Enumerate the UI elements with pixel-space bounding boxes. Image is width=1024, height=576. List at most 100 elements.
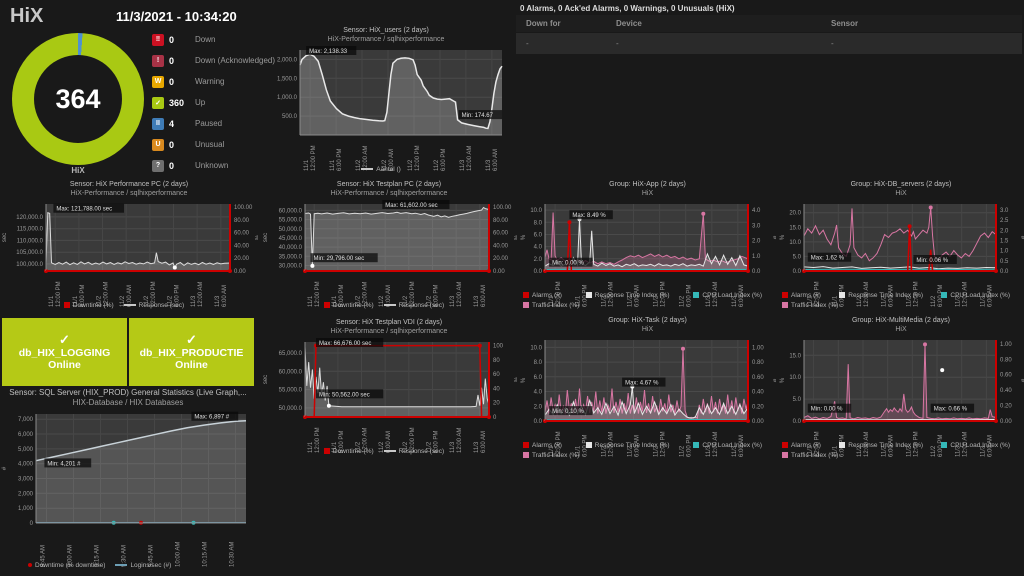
svg-text:9:30 AM: 9:30 AM bbox=[122, 545, 128, 567]
chart-testplan-pc-panel[interactable]: Sensor: HiX Testplan PC (2 days) HiX-Per… bbox=[261, 180, 518, 310]
legend-item: Aantal () bbox=[361, 166, 401, 173]
alarm-table-body: --- bbox=[516, 33, 1022, 54]
svg-text:100.00: 100.00 bbox=[493, 205, 512, 211]
chart-subtitle: HiX-Performance / sqlhixperformance bbox=[330, 328, 448, 335]
status-donut-chart[interactable]: 364 bbox=[12, 33, 144, 165]
chart-hix-app-panel[interactable]: Group: HiX-App (2 days) HiX 0.0 2.0 4.0 6.0… bbox=[519, 180, 777, 310]
db-name: db_HIX_PRODUCTIE bbox=[139, 347, 244, 359]
legend-row: Alarms (#) Response Time Index (%) CPU Loa… bbox=[782, 440, 1020, 450]
status-label: Warning bbox=[195, 77, 225, 86]
chart-hix-multimedia-panel[interactable]: Group: HiX-MultiMedia (2 days) HiX 0.0 5.… bbox=[778, 316, 1024, 460]
svg-text:6.0: 6.0 bbox=[534, 375, 543, 381]
svg-text:11/212:00 PM: 11/212:00 PM bbox=[906, 431, 919, 457]
legend-row: Alarms (#) Response Time Index (%) CPU Loa… bbox=[523, 440, 772, 450]
svg-text:3.0: 3.0 bbox=[752, 223, 761, 229]
svg-text:%: % bbox=[521, 234, 527, 240]
chart-hix-task-panel[interactable]: Group: HiX-Task (2 days) HiX 0.0 2.0 4.0 6.… bbox=[519, 316, 777, 460]
chart-performance-pc-panel[interactable]: Sensor: HiX Performance PC (2 days) HiX-… bbox=[0, 180, 259, 310]
svg-text:2.5: 2.5 bbox=[1000, 218, 1009, 224]
svg-text:80.00: 80.00 bbox=[234, 218, 250, 224]
chart-users-panel[interactable]: Sensor: HiX_users (2 days) HiX-Performan… bbox=[260, 26, 512, 174]
legend-swatch-icon bbox=[693, 292, 700, 298]
page-title: HiX bbox=[10, 5, 44, 27]
legend-label: Traffic Index (%) bbox=[791, 301, 839, 309]
chart-legend: Downtime (%) Response (sec) bbox=[0, 299, 258, 310]
table-row[interactable]: --- bbox=[516, 33, 1022, 54]
chart-plot: 100,000.0 105,000.0 110,000.0 115,000.0 120,… bbox=[0, 198, 259, 307]
svg-text:%: % bbox=[253, 235, 258, 241]
legend-row: Traffic Index (%) bbox=[782, 300, 1020, 310]
svg-text:11/16:00 PM: 11/16:00 PM bbox=[332, 431, 345, 453]
svg-text:120,000.0: 120,000.0 bbox=[16, 215, 43, 221]
chart-testplan-vdi-panel[interactable]: Sensor: HiX Testplan VDI (2 days) HiX-Pe… bbox=[261, 318, 518, 456]
svg-text:11/36:00 AM: 11/36:00 AM bbox=[732, 435, 745, 457]
svg-text:2.0: 2.0 bbox=[752, 239, 761, 245]
svg-text:1,000.0: 1,000.0 bbox=[277, 95, 298, 101]
svg-text:11/212:00 AM: 11/212:00 AM bbox=[356, 428, 369, 453]
svg-text:10.0: 10.0 bbox=[530, 208, 542, 214]
legend-swatch-icon bbox=[782, 292, 788, 298]
svg-text:11/212:00 AM: 11/212:00 AM bbox=[857, 432, 870, 457]
svg-text:2,000: 2,000 bbox=[18, 491, 34, 497]
svg-text:1,500.0: 1,500.0 bbox=[277, 76, 298, 82]
status-legend-item[interactable]: W 0 Warning bbox=[152, 71, 275, 92]
svg-text:11/26:00 PM: 11/26:00 PM bbox=[680, 285, 693, 307]
svg-text:60,000.0: 60,000.0 bbox=[279, 208, 303, 214]
chart-subtitle: HiX bbox=[895, 190, 907, 197]
svg-text:100.00: 100.00 bbox=[234, 205, 253, 211]
chart-hix-db-servers-panel[interactable]: Group: HiX-DB_servers (2 days) HiX 0.0 5.… bbox=[778, 180, 1024, 310]
legend-item: CPU Load Index (%) bbox=[693, 292, 762, 299]
legend-item: Response (sec) bbox=[383, 302, 444, 309]
svg-text:11/36:00 AM: 11/36:00 AM bbox=[474, 431, 487, 453]
chart-plot: 500.0 1,000.0 1,500.0 2,000.0 11/112:00 PM 11… bbox=[260, 44, 512, 171]
alarm-table-header: Down for Device Sensor bbox=[516, 15, 1022, 32]
check-icon: ✓ bbox=[186, 332, 197, 347]
legend-row: Alarms (#) Response Time Index (%) CPU Loa… bbox=[523, 290, 772, 300]
legend-swatch-icon bbox=[523, 442, 529, 448]
svg-text:8:45 AM: 8:45 AM bbox=[41, 545, 47, 567]
svg-text:11/212:00 PM: 11/212:00 PM bbox=[403, 427, 416, 453]
alarm-table-panel: 0 Alarms, 0 Ack'ed Alarms, 0 Warnings, 0… bbox=[516, 2, 1022, 60]
legend-item: Downtime (%) bbox=[323, 448, 374, 455]
status-legend-item[interactable]: II 4 Paused bbox=[152, 113, 275, 134]
legend-label: Alarms (#) bbox=[791, 291, 821, 299]
svg-text:0.20: 0.20 bbox=[752, 404, 764, 410]
svg-text:20: 20 bbox=[493, 401, 500, 407]
svg-text:11/16:00 PM: 11/16:00 PM bbox=[332, 285, 345, 307]
svg-text:9:15 AM: 9:15 AM bbox=[95, 545, 101, 567]
status-legend-item[interactable]: ? 0 Unknown bbox=[152, 155, 275, 176]
svg-text:0.00: 0.00 bbox=[234, 269, 246, 275]
svg-text:6.0: 6.0 bbox=[534, 233, 543, 239]
svg-text:10.0: 10.0 bbox=[789, 240, 801, 246]
svg-text:11/112:00 PM: 11/112:00 PM bbox=[49, 281, 62, 307]
svg-text:Max: 6,897 #: Max: 6,897 # bbox=[194, 415, 229, 421]
status-legend-item[interactable]: ! 0 Down (Acknowledged) bbox=[152, 50, 275, 71]
legend-line-icon bbox=[115, 564, 128, 566]
svg-text:11/16:00 PM: 11/16:00 PM bbox=[73, 285, 86, 307]
tile-db-hix-logging[interactable]: ✓ db_HIX_LOGGING Online bbox=[2, 318, 127, 386]
column-header: Sensor bbox=[831, 19, 859, 28]
svg-text:Min: 0.10 %: Min: 0.10 % bbox=[552, 409, 584, 415]
chart-sql-statistics-panel[interactable]: Sensor: SQL Server (HIX_PROD) General St… bbox=[0, 388, 256, 570]
tile-db-hix-productie[interactable]: ✓ db_HIX_PRODUCTIE Online bbox=[129, 318, 254, 386]
svg-text:Max: 121,788.00 sec: Max: 121,788.00 sec bbox=[56, 207, 112, 213]
status-legend-item[interactable]: U 0 Unusual bbox=[152, 134, 275, 155]
svg-text:Max: 66,676.00 sec: Max: 66,676.00 sec bbox=[319, 341, 371, 347]
svg-text:10.0: 10.0 bbox=[789, 375, 801, 381]
legend-label: Traffic Index (%) bbox=[532, 451, 580, 459]
chart-title: Sensor: SQL Server (HIX_PROD) General St… bbox=[9, 388, 247, 397]
legend-item: Response (sec) bbox=[123, 302, 184, 309]
status-legend-item[interactable]: ‼ 0 Down bbox=[152, 29, 275, 50]
status-legend-item[interactable]: ✓ 360 Up bbox=[152, 92, 275, 113]
svg-text:1.0: 1.0 bbox=[1000, 249, 1009, 255]
legend-item: CPU Load Index (%) bbox=[941, 442, 1010, 449]
legend-item: Response (sec) bbox=[383, 448, 444, 455]
status-label: Unknown bbox=[195, 161, 229, 170]
legend-swatch-icon bbox=[523, 292, 529, 298]
svg-text:Max: 2,138.33: Max: 2,138.33 bbox=[309, 49, 348, 55]
svg-text:Max: 61,602.00 sec: Max: 61,602.00 sec bbox=[385, 203, 437, 209]
svg-text:60: 60 bbox=[493, 372, 500, 378]
svg-text:Max: 1.62 %: Max: 1.62 % bbox=[811, 256, 845, 262]
status-count: 360 bbox=[169, 97, 185, 108]
